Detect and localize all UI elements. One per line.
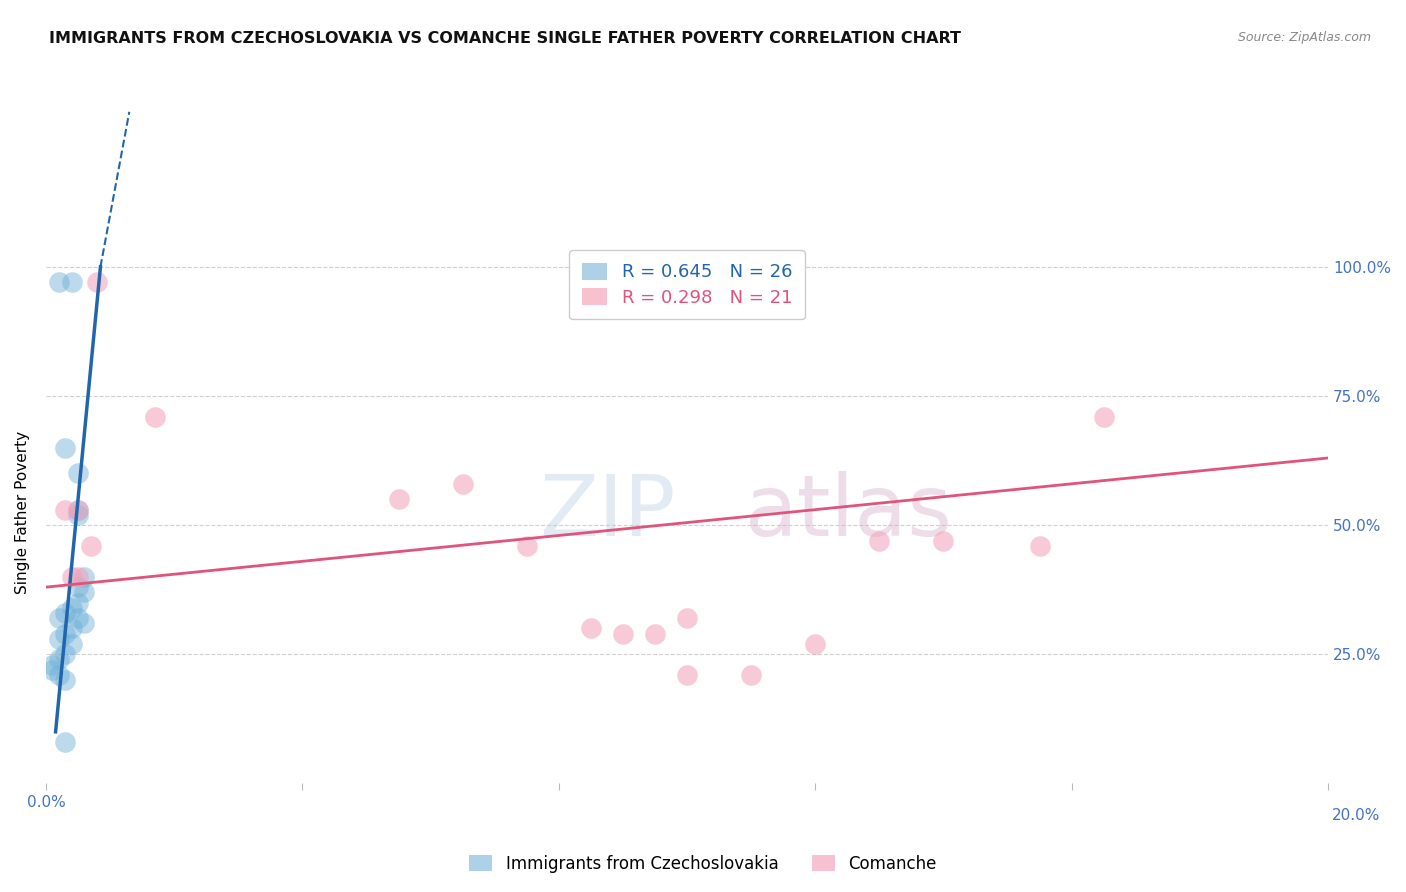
Point	[676, 611, 699, 625]
Point	[60, 600, 83, 615]
Text: 20.0%: 20.0%	[1333, 808, 1381, 823]
Legend: R = 0.645   N = 26, R = 0.298   N = 21: R = 0.645 N = 26, R = 0.298 N = 21	[569, 250, 804, 319]
Point	[66, 502, 89, 516]
Legend: Immigrants from Czechoslovakia, Comanche: Immigrants from Czechoslovakia, Comanche	[463, 848, 943, 880]
Point	[740, 668, 762, 682]
Point	[41, 657, 63, 672]
Point	[48, 668, 70, 682]
Point	[932, 533, 955, 548]
Point	[66, 596, 89, 610]
Point	[516, 539, 538, 553]
Point	[60, 275, 83, 289]
Point	[66, 508, 89, 522]
Point	[60, 637, 83, 651]
Point	[66, 580, 89, 594]
Point	[804, 637, 827, 651]
Point	[73, 616, 96, 631]
Point	[53, 735, 76, 749]
Point	[48, 611, 70, 625]
Point	[66, 467, 89, 481]
Point	[48, 632, 70, 646]
Point	[86, 275, 108, 289]
Point	[53, 441, 76, 455]
Point	[60, 622, 83, 636]
Text: ZIP: ZIP	[540, 471, 676, 554]
Point	[48, 652, 70, 666]
Point	[451, 476, 474, 491]
Point	[48, 275, 70, 289]
Point	[66, 502, 89, 516]
Point	[73, 585, 96, 599]
Point	[80, 539, 103, 553]
Text: Source: ZipAtlas.com: Source: ZipAtlas.com	[1237, 31, 1371, 45]
Point	[644, 626, 666, 640]
Point	[53, 648, 76, 662]
Point	[579, 622, 602, 636]
Text: IMMIGRANTS FROM CZECHOSLOVAKIA VS COMANCHE SINGLE FATHER POVERTY CORRELATION CHA: IMMIGRANTS FROM CZECHOSLOVAKIA VS COMANC…	[49, 31, 962, 46]
Point	[1092, 409, 1115, 424]
Point	[66, 611, 89, 625]
Point	[53, 673, 76, 687]
Point	[53, 606, 76, 620]
Point	[41, 663, 63, 677]
Point	[66, 570, 89, 584]
Point	[868, 533, 890, 548]
Text: atlas: atlas	[745, 471, 953, 554]
Point	[676, 668, 699, 682]
Y-axis label: Single Father Poverty: Single Father Poverty	[15, 431, 30, 594]
Point	[612, 626, 634, 640]
Point	[53, 502, 76, 516]
Point	[143, 409, 166, 424]
Point	[53, 626, 76, 640]
Point	[1028, 539, 1050, 553]
Point	[387, 492, 409, 507]
Point	[73, 570, 96, 584]
Point	[60, 570, 83, 584]
